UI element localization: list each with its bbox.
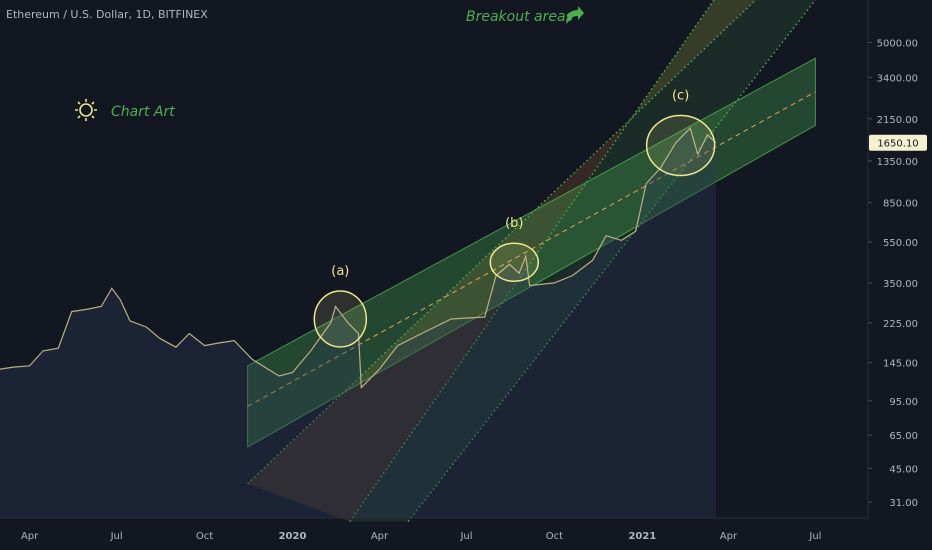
x-tick-label: Oct [196, 531, 213, 542]
y-tick-label: 5000.00 [877, 38, 918, 49]
x-tick-label: Apr [21, 531, 39, 542]
chart-title: Ethereum / U.S. Dollar, 1D, BITFINEX [6, 8, 208, 21]
annotation-label: (b) [505, 216, 523, 231]
breakout-line [349, 0, 715, 522]
price-area [0, 128, 716, 518]
x-tick-label: Jul [459, 531, 472, 542]
x-tick-label: Jul [110, 531, 123, 542]
y-tick-label: 225.00 [883, 319, 918, 330]
annotation-label: (a) [331, 264, 349, 279]
y-tick-label: 45.00 [889, 464, 918, 475]
breakout-areas-note: Breakout areas [466, 9, 573, 25]
y-tick-label: 3400.00 [877, 73, 918, 84]
chart-art-note: Chart Art [111, 104, 175, 120]
price-line [0, 126, 717, 389]
curved-arrow-icon [566, 6, 584, 24]
y-tick-label: 350.00 [883, 279, 918, 290]
y-tick-label: 2150.00 [877, 115, 918, 126]
x-tick-label: Apr [720, 531, 738, 542]
trend-channel [247, 57, 816, 448]
y-tick-label: 1350.00 [877, 157, 918, 168]
x-tick-label: Jul [808, 531, 821, 542]
x-tick-label: Oct [546, 531, 563, 542]
highlight-circle [489, 242, 540, 282]
y-tick-label: 145.00 [883, 359, 918, 370]
y-tick-label: 95.00 [889, 397, 918, 408]
breakout-band [349, 0, 816, 522]
current-price-tag [869, 134, 927, 151]
x-tick-label: 2021 [628, 531, 656, 542]
y-tick-label: 550.00 [883, 238, 918, 249]
sun-icon [75, 99, 97, 121]
breakout-band [247, 0, 756, 522]
x-tick-label: 2020 [279, 531, 307, 542]
annotation-label: (c) [672, 89, 689, 104]
current-price-label: 1650.10 [877, 139, 918, 150]
y-tick-label: 31.00 [889, 498, 918, 509]
y-tick-label: 65.00 [889, 431, 918, 442]
highlight-circle [645, 114, 716, 177]
highlight-circle [313, 290, 368, 348]
y-tick-label: 850.00 [883, 199, 918, 210]
x-tick-label: Apr [371, 531, 389, 542]
